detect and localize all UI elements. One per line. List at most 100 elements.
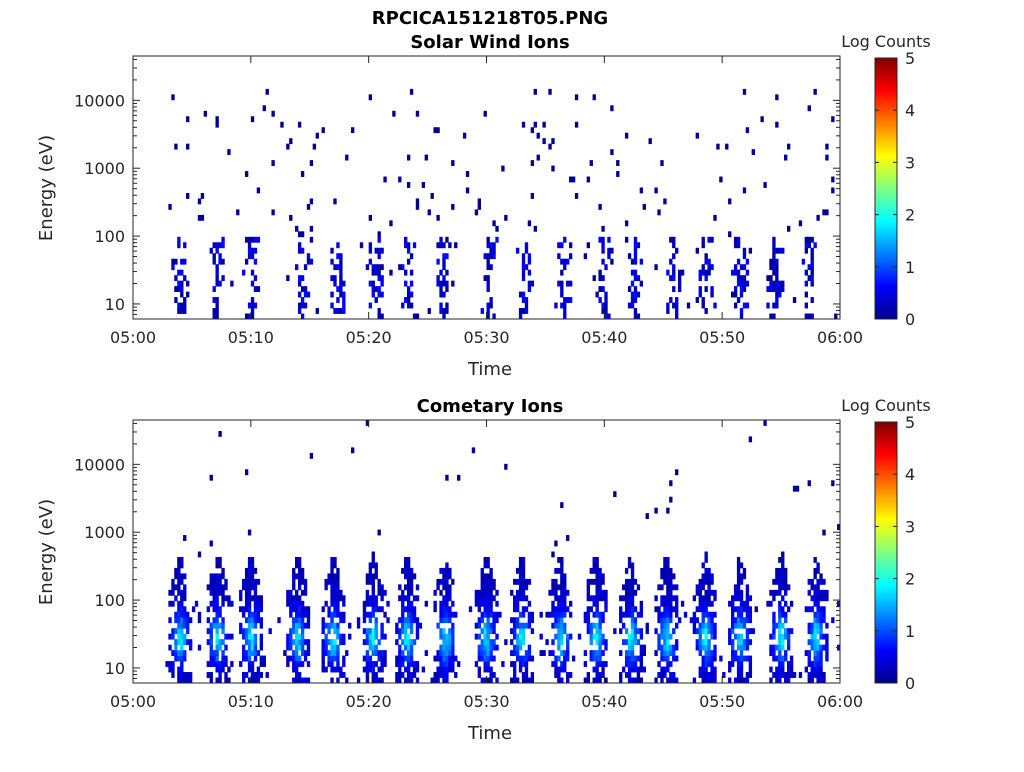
spectrogram-cell xyxy=(218,672,222,678)
spectrogram-cell xyxy=(554,606,558,613)
spectrogram-cell xyxy=(610,258,614,265)
spectrogram-cell xyxy=(819,633,823,640)
spectrogram-cell xyxy=(513,628,517,635)
spectrogram-cell xyxy=(630,633,635,640)
spectrogram-cell xyxy=(772,628,776,635)
spectrogram-cell xyxy=(745,617,750,624)
spectrogram-cell xyxy=(630,269,635,276)
spectrogram-cell xyxy=(218,606,222,613)
spectrogram-cell xyxy=(639,677,644,684)
spectrogram-cell xyxy=(404,567,408,574)
spectrogram-cell xyxy=(736,677,741,684)
spectrogram-cell xyxy=(398,661,402,667)
spectrogram-cell xyxy=(297,275,302,282)
spectrogram-cell xyxy=(807,672,811,678)
spectrogram-cell xyxy=(778,573,782,580)
spectrogram-cell xyxy=(406,677,411,684)
spectrogram-cell xyxy=(772,578,776,585)
spectrogram-cell xyxy=(327,611,331,618)
spectrogram-cell xyxy=(224,584,228,591)
spectrogram-cell xyxy=(672,672,676,678)
spectrogram-cell xyxy=(630,622,635,629)
spectrogram-cell xyxy=(784,628,788,635)
spectrogram-cell xyxy=(560,595,564,602)
spectrogram-cell xyxy=(630,661,635,667)
spectrogram-cell xyxy=(636,313,641,320)
x-tick-label: 05:40 xyxy=(581,692,627,711)
spectrogram-cell xyxy=(769,650,773,657)
spectrogram-cell xyxy=(253,302,258,309)
spectrogram-cell xyxy=(356,677,361,684)
spectrogram-cell xyxy=(660,617,664,624)
spectrogram-cell xyxy=(483,666,487,673)
spectrogram-cell xyxy=(262,655,266,662)
spectrogram-cell xyxy=(633,313,638,320)
spectrogram-cell xyxy=(775,589,779,596)
spectrogram-cell xyxy=(333,556,337,563)
spectrogram-cell xyxy=(654,606,658,613)
spectrogram-cell xyxy=(247,611,252,618)
spectrogram-cell xyxy=(477,650,482,657)
spectrogram-cell xyxy=(292,628,296,635)
spectrogram-cell xyxy=(742,187,747,194)
spectrogram-cell xyxy=(601,247,605,254)
spectrogram-cell xyxy=(406,578,411,585)
spectrogram-cell xyxy=(524,242,529,249)
spectrogram-cell xyxy=(368,617,373,624)
spectrogram-cell xyxy=(250,313,255,320)
spectrogram-cell xyxy=(586,617,591,624)
spectrogram-cell xyxy=(719,176,723,183)
spectrogram-cell xyxy=(253,600,258,607)
spectrogram-cell xyxy=(713,628,717,635)
spectrogram-cell xyxy=(292,567,296,574)
spectrogram-cell xyxy=(342,280,346,287)
spectrogram-cell xyxy=(200,192,205,199)
spectrogram-cell xyxy=(557,622,561,629)
spectrogram-cell xyxy=(513,661,517,667)
spectrogram-cell xyxy=(406,556,411,563)
spectrogram-cell xyxy=(489,247,493,254)
spectrogram-cell xyxy=(212,617,216,624)
spectrogram-cell xyxy=(483,633,487,640)
spectrogram-cell xyxy=(339,264,343,271)
spectrogram-cell xyxy=(521,264,526,271)
spectrogram-cell xyxy=(297,633,302,640)
spectrogram-cell xyxy=(554,666,558,673)
spectrogram-cell xyxy=(312,143,317,150)
spectrogram-cell xyxy=(622,611,626,618)
spectrogram-cell xyxy=(524,247,529,254)
spectrogram-cell xyxy=(557,253,561,260)
spectrogram-cell xyxy=(810,644,814,651)
spectrogram-cell xyxy=(209,247,213,254)
spectrogram-cell xyxy=(568,176,573,183)
spectrogram-cell xyxy=(180,269,184,276)
spectrogram-cell xyxy=(448,633,452,640)
spectrogram-cell xyxy=(315,132,319,139)
spectrogram-cell xyxy=(212,258,216,265)
spectrogram-cell xyxy=(218,622,222,629)
spectrogram-cell xyxy=(300,231,305,238)
spectrogram-cell xyxy=(822,644,826,651)
spectrogram-cell xyxy=(368,666,373,673)
spectrogram-cell xyxy=(389,269,393,276)
spectrogram-cell xyxy=(515,644,520,651)
y-tick-label: 1000 xyxy=(84,159,125,178)
spectrogram-cell xyxy=(786,639,791,646)
spectrogram-cell xyxy=(825,143,829,150)
spectrogram-cell xyxy=(677,280,682,287)
spectrogram-cell xyxy=(445,236,449,243)
spectrogram-cell xyxy=(568,280,573,287)
spectrogram-cell xyxy=(300,286,305,293)
spectrogram-cell xyxy=(180,617,184,624)
spectrogram-cell xyxy=(784,584,788,591)
spectrogram-cell xyxy=(239,661,243,667)
spectrogram-cell xyxy=(748,595,753,602)
spectrogram-cell xyxy=(339,666,343,673)
spectrogram-cell xyxy=(810,595,814,602)
spectrogram-cell xyxy=(695,584,699,591)
spectrogram-cell xyxy=(186,611,190,618)
spectrogram-cell xyxy=(365,573,370,580)
spectrogram-cell xyxy=(174,655,178,662)
spectrogram-cell xyxy=(480,650,484,657)
